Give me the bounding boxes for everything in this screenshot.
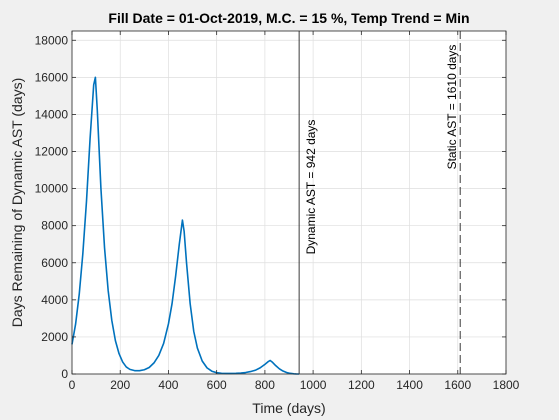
x-tick-label: 1600 — [444, 378, 471, 392]
y-tick-label: 2000 — [41, 330, 68, 344]
x-tick-label: 600 — [207, 378, 227, 392]
chart-title: Fill Date = 01-Oct-2019, M.C. = 15 %, Te… — [108, 10, 469, 26]
y-tick-label: 18000 — [35, 33, 69, 47]
y-tick-label: 6000 — [41, 256, 68, 270]
y-tick-label: 10000 — [35, 182, 69, 196]
y-tick-label: 8000 — [41, 219, 68, 233]
x-tick-label: 1400 — [396, 378, 423, 392]
vline-label-1: Static AST = 1610 days — [445, 45, 459, 170]
series-line — [71, 76, 300, 375]
x-tick-label: 1000 — [300, 378, 327, 392]
plot-area — [72, 31, 506, 374]
y-axis-label: Days Remaining of Dynamic AST (days) — [9, 78, 25, 328]
y-tick-label: 16000 — [35, 70, 69, 84]
x-axis-label: Time (days) — [252, 400, 325, 416]
x-tick-label: 0 — [69, 378, 76, 392]
annotations: Dynamic AST = 942 days Static AST = 1610 … — [304, 45, 459, 255]
x-tick-label: 800 — [255, 378, 275, 392]
x-axis-ticks: 0 200 400 600 800 1000 1200 1400 1600 1800 — [69, 31, 520, 392]
vline-label-0: Dynamic AST = 942 days — [304, 120, 318, 255]
x-tick-label: 400 — [158, 378, 178, 392]
annotation-lines — [298, 31, 461, 374]
plot-frame — [71, 30, 507, 375]
y-tick-label: 0 — [61, 367, 68, 381]
y-tick-label: 14000 — [35, 107, 69, 121]
y-tick-label: 12000 — [35, 145, 69, 159]
x-tick-label: 200 — [110, 378, 130, 392]
y-axis-ticks: 0 2000 4000 6000 8000 10000 12000 14000 16000 180… — [35, 33, 506, 381]
x-tick-label: 1200 — [348, 378, 375, 392]
x-tick-label: 1800 — [493, 378, 520, 392]
y-tick-label: 4000 — [41, 293, 68, 307]
